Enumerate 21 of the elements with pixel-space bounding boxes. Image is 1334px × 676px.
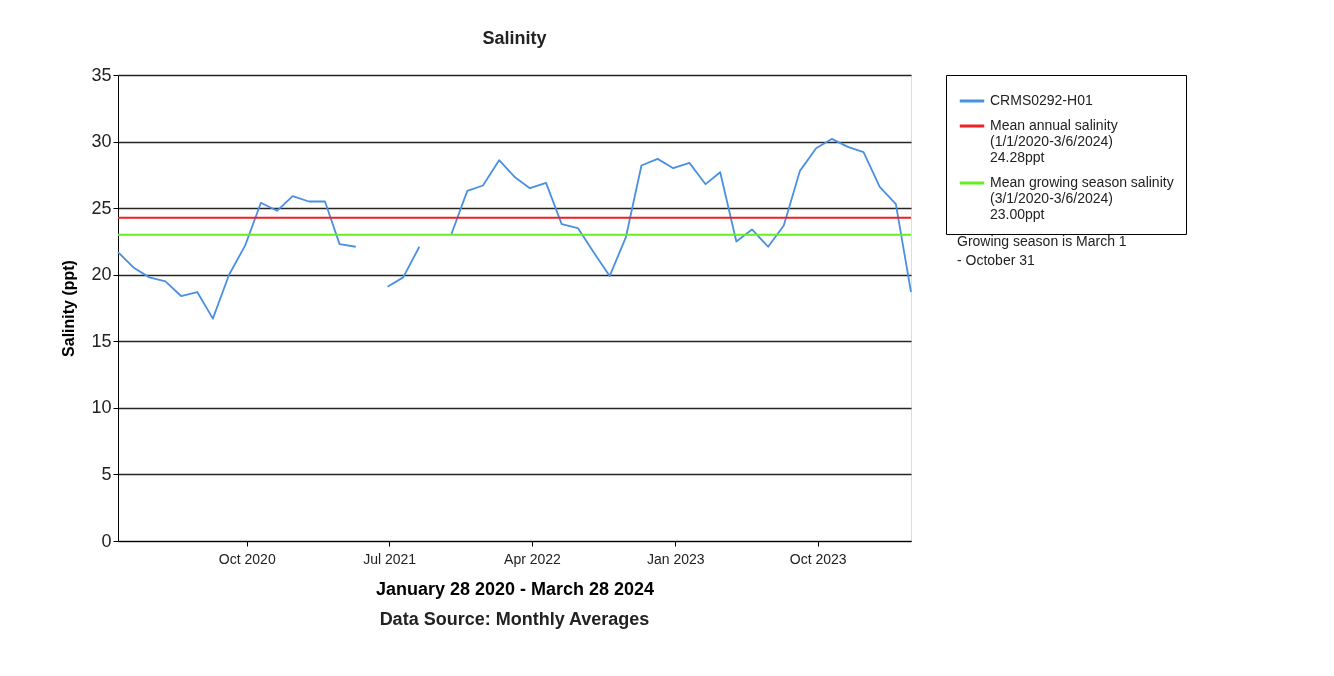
x-tick-label: Oct 2023 [789,550,847,567]
x-tick-label: Jul 2021 [363,550,417,567]
legend-label: CRMS0292-H01 [990,92,1093,108]
x-tick-label: Apr 2022 [504,550,562,567]
y-tick-label: 30 [91,131,112,152]
text: Growing season is March 1 - October 31 [957,233,1127,268]
y-tick-label: 35 [91,64,112,85]
legend-label: Mean growing season salinity (3/1/2020-3/6/2024) 23.00ppt [990,174,1174,222]
x-axis-title: January 28 2020 - March 28 2024 [375,578,655,599]
x-tick-label: Jan 2023 [647,550,705,567]
legend-label: Mean annual salinity (1/1/2020-3/6/2024) 24.28ppt [990,117,1118,165]
y-tick-label: 5 [101,463,112,484]
y-tick-label: 25 [91,197,112,218]
y-tick-label: 15 [91,330,112,351]
x-tick-label: Oct 2020 [218,550,276,567]
y-tick-label: 10 [91,397,112,418]
source-note: Data Source: Monthly Averages [379,609,650,629]
y-tick-label: 20 [91,264,112,285]
chart-title: Salinity [482,28,547,48]
y-tick-label: 0 [101,530,112,551]
y-axis-title: Salinity (ppt) [60,260,78,357]
